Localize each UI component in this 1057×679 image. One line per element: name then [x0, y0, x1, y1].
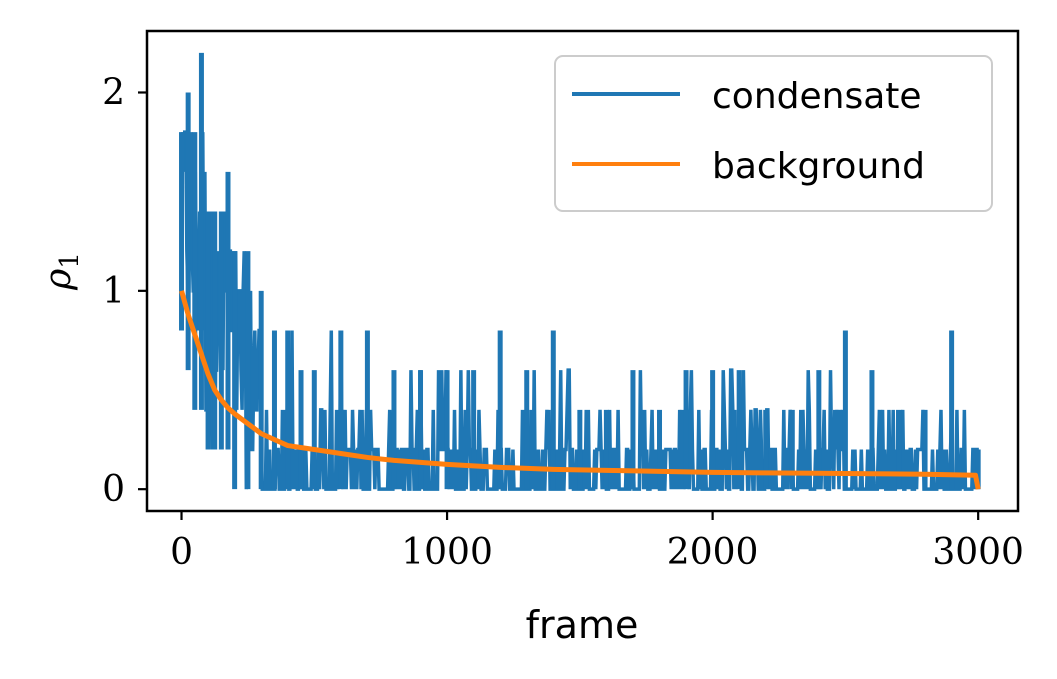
y-axis-label: ρ1 — [38, 252, 85, 291]
y-axis-label-symbol: ρ — [38, 269, 79, 291]
x-tick-label: 2000 — [667, 532, 759, 573]
x-tick-label: 1000 — [401, 532, 493, 573]
svg-text:ρ1: ρ1 — [38, 252, 85, 291]
legend: condensate background — [554, 55, 993, 212]
x-tick-label: 3000 — [932, 532, 1024, 573]
y-axis-ticks: 0 1 2 — [102, 72, 147, 510]
plot-series-group — [179, 52, 981, 491]
y-tick-label: 0 — [102, 469, 125, 510]
legend-label-condensate: condensate — [712, 76, 922, 117]
plot-area-frame — [145, 29, 1020, 513]
y-tick-label: 1 — [102, 271, 125, 312]
x-axis-label: frame — [526, 603, 639, 647]
x-tick-label: 0 — [170, 532, 193, 573]
series-line-background — [179, 290, 981, 490]
x-axis-ticks: 0 1000 2000 3000 — [170, 511, 1024, 573]
legend-label-background: background — [712, 146, 925, 187]
y-axis-label-subscript: 1 — [55, 252, 85, 269]
y-tick-label: 2 — [102, 72, 125, 113]
